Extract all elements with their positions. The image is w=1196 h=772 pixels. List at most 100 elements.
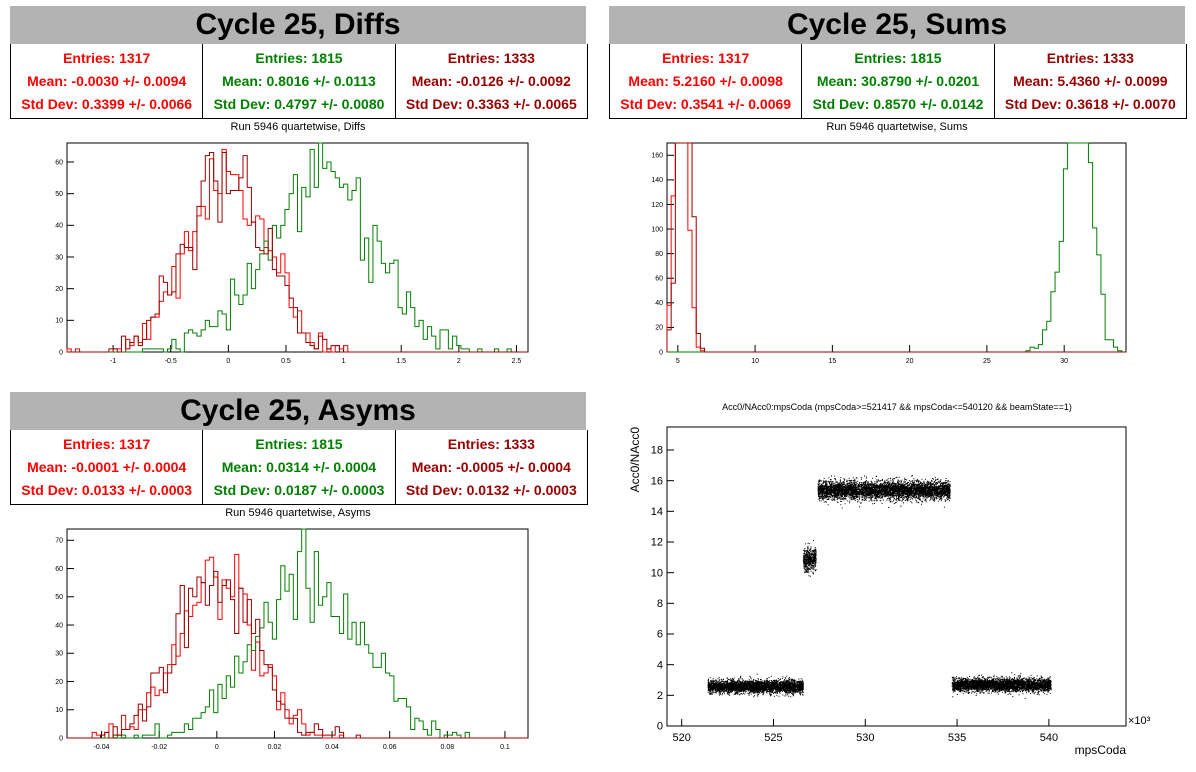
asyms-stats-green: Entries: 1815 Mean: 0.0314 +/- 0.0004 St…	[203, 430, 396, 504]
asyms-series-1	[67, 528, 528, 739]
y-tick-label: 70	[55, 538, 63, 545]
diffs-series-2	[67, 152, 528, 353]
x-tick-label: 540	[1040, 732, 1058, 744]
y-tick-label: 140	[651, 177, 663, 184]
y-tick-label: 60	[55, 566, 63, 573]
y-tick-label: 2	[657, 690, 663, 702]
stat-entries: Entries: 1815	[255, 435, 343, 452]
scatter-plot-title: Acc0/NAcc0:mpsCoda (mpsCoda>=521417 && m…	[722, 402, 1072, 412]
y-tick-label: 10	[651, 567, 663, 579]
stat-entries: Entries: 1317	[63, 435, 151, 452]
asyms-stats-red: Entries: 1317 Mean: -0.0001 +/- 0.0004 S…	[11, 430, 204, 504]
x-tick-label: -1	[110, 358, 116, 365]
x-tick-label: 0.08	[441, 744, 455, 751]
y-tick-label: 60	[55, 159, 63, 166]
asyms-stats-box: Entries: 1317 Mean: -0.0001 +/- 0.0004 S…	[10, 430, 588, 505]
stat-entries: Entries: 1317	[63, 49, 151, 66]
scatter-cluster-2	[817, 475, 951, 509]
x-tick-label: 0	[215, 744, 219, 751]
y-tick-label: 50	[55, 594, 63, 601]
x-tick-label: 520	[673, 732, 691, 744]
x-tick-label: 2	[457, 358, 461, 365]
stat-std: Std Dev: 0.0187 +/- 0.0003	[213, 482, 385, 499]
stat-std: Std Dev: 0.0133 +/- 0.0003	[21, 482, 193, 499]
x-tick-label: 1.5	[396, 358, 406, 365]
x-tick-label: 5	[676, 358, 680, 365]
y-axis-label: Acc0/NAcc0	[628, 427, 642, 493]
sums-stats-box: Entries: 1317 Mean: 5.2160 +/- 0.0098 St…	[609, 44, 1187, 119]
diffs-stats-darkred: Entries: 1333 Mean: -0.0126 +/- 0.0092 S…	[396, 44, 587, 118]
asyms-plot-title: Run 5946 quartetwise, Asyms	[225, 507, 371, 519]
asyms-stats-darkred: Entries: 1333 Mean: -0.0005 +/- 0.0004 S…	[396, 430, 587, 504]
x-tick-label: 0.5	[281, 358, 291, 365]
stat-mean: Mean: 5.2160 +/- 0.0098	[628, 72, 783, 89]
y-tick-label: 0	[657, 721, 663, 733]
stat-mean: Mean: -0.0126 +/- 0.0092	[411, 72, 571, 89]
asyms-series-2	[67, 570, 528, 739]
stat-mean: Mean: -0.0001 +/- 0.0004	[27, 458, 187, 475]
x-tick-label: 0.1	[500, 744, 510, 751]
scatter-cluster-3	[951, 672, 1052, 699]
stat-mean: Mean: -0.0005 +/- 0.0004	[411, 458, 571, 475]
x-exponent-label: ×10³	[1128, 715, 1151, 727]
stat-mean: Mean: 0.0314 +/- 0.0004	[221, 458, 377, 475]
stat-std: Std Dev: 0.8570 +/- 0.0142	[812, 96, 984, 113]
scatter-frame	[666, 426, 1127, 727]
x-tick-label: -0.02	[151, 744, 167, 751]
asyms-frame	[66, 528, 529, 739]
diffs-series-1	[67, 142, 528, 353]
x-tick-label: 530	[856, 732, 874, 744]
y-tick-label: 100	[651, 226, 663, 233]
diffs-stats-red: Entries: 1317 Mean: -0.0030 +/- 0.0094 S…	[11, 44, 204, 118]
scatter-cluster-1	[802, 539, 817, 577]
x-tick-label: -0.04	[94, 744, 110, 751]
x-tick-label: 0.06	[383, 744, 397, 751]
sums-series-0	[666, 142, 1126, 353]
stat-std: Std Dev: 0.3541 +/- 0.0069	[620, 96, 792, 113]
y-tick-label: 16	[651, 475, 663, 487]
sums-title: Cycle 25, Sums	[609, 6, 1185, 45]
y-tick-label: 0	[659, 349, 663, 356]
y-tick-label: 14	[651, 506, 663, 518]
x-tick-label: 2.5	[512, 358, 522, 365]
x-tick-label: 30	[1060, 358, 1068, 365]
diffs-plot-title: Run 5946 quartetwise, Diffs	[230, 121, 366, 133]
y-tick-label: 4	[657, 659, 663, 671]
stat-std: Std Dev: 0.3399 +/- 0.0066	[21, 96, 193, 113]
sums-stats-darkred: Entries: 1333 Mean: 5.4360 +/- 0.0099 St…	[995, 44, 1186, 118]
y-tick-label: 10	[55, 318, 63, 325]
y-tick-label: 40	[655, 300, 663, 307]
diffs-stats-green: Entries: 1815 Mean: 0.8016 +/- 0.0113 St…	[203, 44, 396, 118]
y-tick-label: 160	[651, 153, 663, 160]
stat-entries: Entries: 1815	[255, 49, 343, 66]
sums-series-2	[666, 142, 1126, 353]
stat-entries: Entries: 1333	[447, 435, 535, 452]
stat-entries: Entries: 1333	[1046, 49, 1134, 66]
stat-entries: Entries: 1333	[447, 49, 535, 66]
stat-std: Std Dev: 0.4797 +/- 0.0080	[213, 96, 385, 113]
stat-entries: Entries: 1317	[662, 49, 750, 66]
stat-mean: Mean: 30.8790 +/- 0.0201	[816, 72, 980, 89]
y-tick-label: 12	[651, 537, 663, 549]
stat-mean: Mean: 0.8016 +/- 0.0113	[222, 72, 376, 89]
diffs-stats-box: Entries: 1317 Mean: -0.0030 +/- 0.0094 S…	[10, 44, 588, 119]
y-tick-label: 80	[655, 251, 663, 258]
diffs-frame	[66, 142, 529, 353]
sums-stats-green: Entries: 1815 Mean: 30.8790 +/- 0.0201 S…	[802, 44, 995, 118]
x-tick-label: 10	[751, 358, 759, 365]
sums-plot-title: Run 5946 quartetwise, Sums	[826, 121, 968, 133]
x-tick-label: 1	[342, 358, 346, 365]
stat-std: Std Dev: 0.0132 +/- 0.0003	[405, 482, 577, 499]
y-tick-label: 120	[651, 202, 663, 209]
diffs-title: Cycle 25, Diffs	[10, 6, 586, 45]
x-tick-label: 535	[948, 732, 966, 744]
y-tick-label: 0	[59, 735, 63, 742]
sums-frame	[666, 142, 1127, 353]
x-tick-label: 525	[764, 732, 782, 744]
x-tick-label: 25	[983, 358, 991, 365]
scatter-cluster-0	[707, 673, 804, 698]
stat-std: Std Dev: 0.3618 +/- 0.0070	[1004, 96, 1176, 113]
y-tick-label: 40	[55, 622, 63, 629]
x-tick-label: 15	[828, 358, 836, 365]
stat-entries: Entries: 1815	[854, 49, 942, 66]
